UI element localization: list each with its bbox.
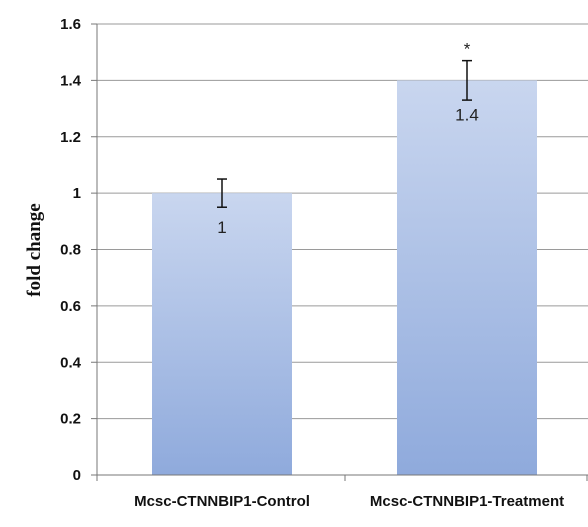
- y-tick-label: 0.2: [60, 411, 81, 428]
- y-tick-label: 0.4: [60, 354, 82, 371]
- significance-marker: *: [464, 40, 471, 59]
- axes: [91, 23, 588, 481]
- data-label: 1: [217, 218, 226, 237]
- y-tick-label: 0.8: [60, 242, 81, 259]
- y-tick-label: 0: [73, 467, 81, 484]
- x-category-label: Mcsc-CTNNBIP1-Treatment: [370, 493, 564, 510]
- bars: [152, 59, 537, 475]
- bar: [397, 80, 537, 475]
- y-tick-label: 1: [73, 185, 81, 202]
- bar: [152, 193, 292, 475]
- y-axis-title: fold change: [24, 203, 45, 296]
- data-label: 1.4: [455, 105, 479, 124]
- y-tick-label: 1.2: [60, 129, 81, 146]
- y-tick-label: 1.6: [60, 16, 81, 33]
- labels: 0 0.2 0.4 0.6 0.8 1 1.2 1.4 1.6 1 Mcsc-CTNNBIP1-Co…: [60, 16, 564, 510]
- y-tick-label: 0.6: [60, 298, 81, 315]
- y-tick-label: 1.4: [60, 72, 82, 89]
- x-category-label: Mcsc-CTNNBIP1-Control: [134, 493, 310, 510]
